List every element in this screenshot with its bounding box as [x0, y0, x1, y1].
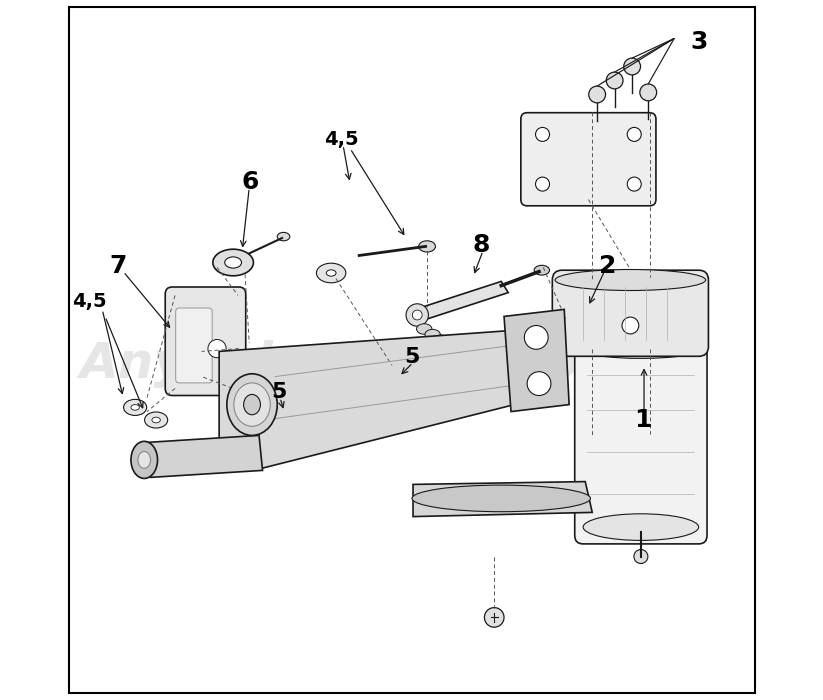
Ellipse shape [227, 374, 277, 435]
Ellipse shape [416, 323, 432, 335]
Circle shape [412, 310, 422, 320]
Ellipse shape [225, 257, 241, 268]
FancyBboxPatch shape [574, 338, 707, 544]
Ellipse shape [281, 419, 298, 431]
Text: 1: 1 [634, 408, 651, 432]
Ellipse shape [425, 329, 440, 340]
Ellipse shape [419, 241, 435, 252]
Circle shape [627, 177, 641, 191]
Ellipse shape [434, 335, 449, 345]
Text: AnyThingTruck.com: AnyThingTruck.com [80, 340, 632, 388]
FancyBboxPatch shape [165, 287, 246, 396]
Ellipse shape [244, 395, 260, 414]
Text: 8: 8 [473, 233, 491, 257]
Polygon shape [413, 482, 593, 517]
Ellipse shape [388, 381, 405, 393]
Ellipse shape [145, 412, 168, 428]
Ellipse shape [277, 232, 290, 241]
Circle shape [627, 127, 641, 141]
Ellipse shape [138, 452, 151, 468]
FancyBboxPatch shape [552, 270, 709, 356]
Polygon shape [147, 435, 263, 477]
Ellipse shape [152, 417, 160, 423]
Circle shape [634, 550, 648, 564]
Polygon shape [415, 281, 509, 321]
Ellipse shape [131, 441, 157, 479]
Ellipse shape [584, 514, 699, 540]
Ellipse shape [123, 399, 146, 416]
Polygon shape [219, 328, 565, 469]
Ellipse shape [412, 485, 590, 512]
Circle shape [536, 177, 550, 191]
Ellipse shape [316, 263, 346, 283]
Circle shape [622, 317, 639, 334]
Circle shape [588, 86, 606, 103]
Ellipse shape [234, 383, 270, 426]
Text: 2: 2 [599, 254, 616, 278]
Circle shape [208, 340, 226, 358]
Circle shape [528, 372, 551, 396]
Circle shape [624, 58, 640, 75]
Ellipse shape [131, 405, 139, 410]
Circle shape [639, 84, 657, 101]
Circle shape [406, 304, 429, 326]
Ellipse shape [260, 405, 318, 446]
Circle shape [485, 608, 504, 627]
Circle shape [607, 72, 623, 89]
Text: 3: 3 [690, 30, 707, 54]
Text: 7: 7 [109, 254, 126, 278]
Ellipse shape [534, 265, 550, 275]
FancyBboxPatch shape [176, 308, 212, 383]
Ellipse shape [213, 249, 253, 276]
Polygon shape [504, 309, 570, 412]
Ellipse shape [374, 372, 418, 402]
Text: 5: 5 [271, 382, 286, 402]
Circle shape [524, 326, 548, 349]
Text: 6: 6 [242, 170, 259, 194]
Ellipse shape [326, 270, 336, 276]
Ellipse shape [584, 342, 699, 358]
Text: 4,5: 4,5 [72, 291, 107, 311]
Circle shape [536, 127, 550, 141]
Ellipse shape [556, 270, 705, 290]
FancyBboxPatch shape [521, 113, 656, 206]
Text: 5: 5 [404, 347, 420, 367]
Text: 4,5: 4,5 [324, 130, 359, 150]
Ellipse shape [269, 412, 309, 440]
